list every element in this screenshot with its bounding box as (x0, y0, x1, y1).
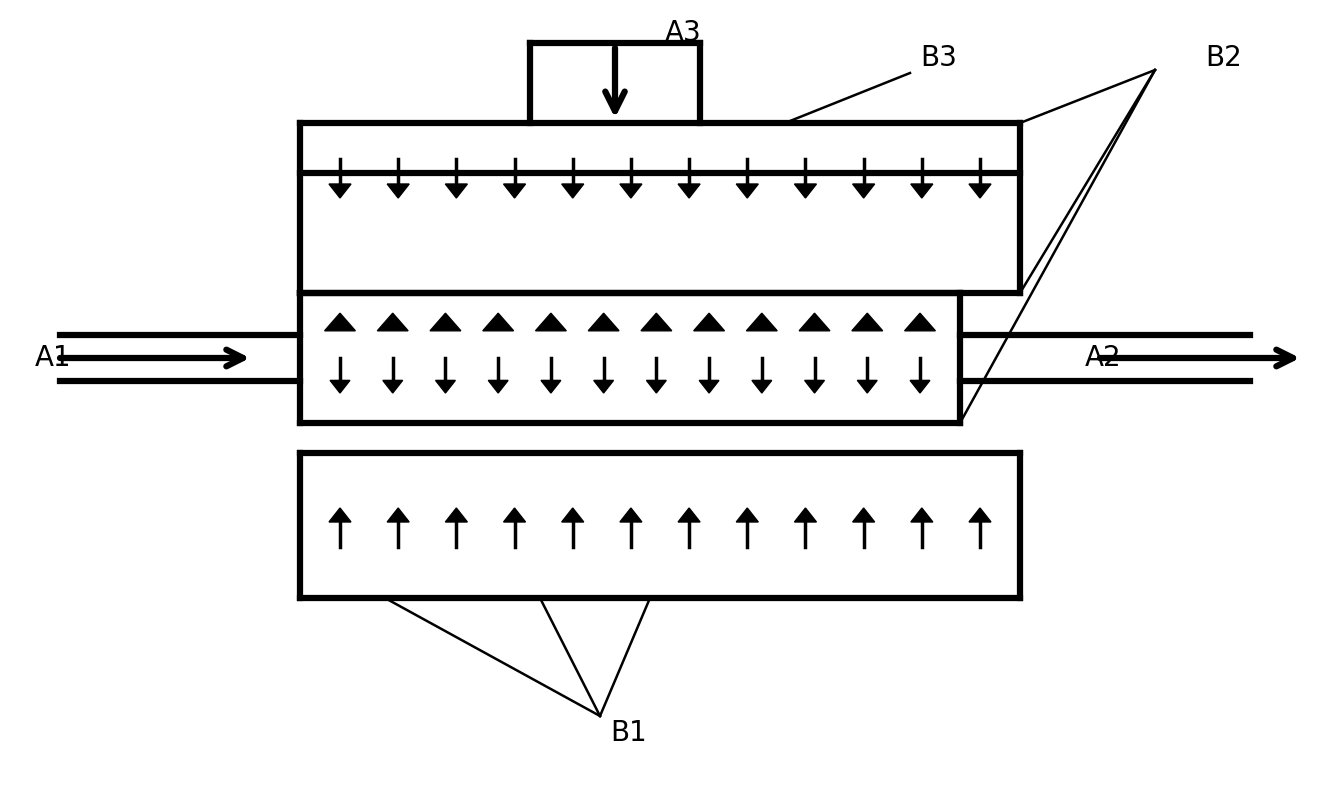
Polygon shape (800, 314, 831, 330)
Polygon shape (805, 381, 824, 393)
Text: A2: A2 (1085, 344, 1122, 372)
Polygon shape (488, 381, 508, 393)
Polygon shape (969, 508, 991, 522)
Polygon shape (911, 184, 933, 198)
Polygon shape (857, 381, 878, 393)
Polygon shape (679, 508, 700, 522)
Polygon shape (852, 508, 875, 522)
Polygon shape (542, 381, 560, 393)
Polygon shape (378, 314, 409, 330)
Polygon shape (535, 314, 566, 330)
Polygon shape (325, 314, 355, 330)
Polygon shape (751, 381, 771, 393)
Polygon shape (589, 314, 620, 330)
Polygon shape (746, 314, 777, 330)
Polygon shape (910, 381, 930, 393)
Polygon shape (969, 184, 991, 198)
Polygon shape (794, 184, 816, 198)
Polygon shape (383, 381, 403, 393)
Polygon shape (387, 184, 409, 198)
Polygon shape (331, 381, 349, 393)
Polygon shape (905, 314, 935, 330)
Polygon shape (737, 184, 758, 198)
Polygon shape (562, 184, 583, 198)
Polygon shape (329, 184, 351, 198)
Polygon shape (794, 508, 816, 522)
Polygon shape (911, 508, 933, 522)
Text: B1: B1 (610, 719, 646, 747)
Polygon shape (445, 184, 468, 198)
Polygon shape (504, 184, 526, 198)
Text: B3: B3 (921, 44, 957, 72)
Polygon shape (646, 381, 667, 393)
Text: A3: A3 (665, 19, 702, 47)
Polygon shape (620, 508, 642, 522)
Polygon shape (445, 508, 468, 522)
Polygon shape (852, 314, 883, 330)
Text: B2: B2 (1206, 44, 1242, 72)
Polygon shape (694, 314, 724, 330)
Polygon shape (387, 508, 409, 522)
Polygon shape (852, 184, 875, 198)
Polygon shape (699, 381, 719, 393)
Polygon shape (504, 508, 526, 522)
Polygon shape (641, 314, 672, 330)
Polygon shape (482, 314, 513, 330)
Polygon shape (679, 184, 700, 198)
Polygon shape (430, 314, 461, 330)
Polygon shape (435, 381, 456, 393)
Polygon shape (329, 508, 351, 522)
Polygon shape (620, 184, 642, 198)
Polygon shape (562, 508, 583, 522)
Polygon shape (737, 508, 758, 522)
Polygon shape (594, 381, 614, 393)
Text: A1: A1 (35, 344, 71, 372)
